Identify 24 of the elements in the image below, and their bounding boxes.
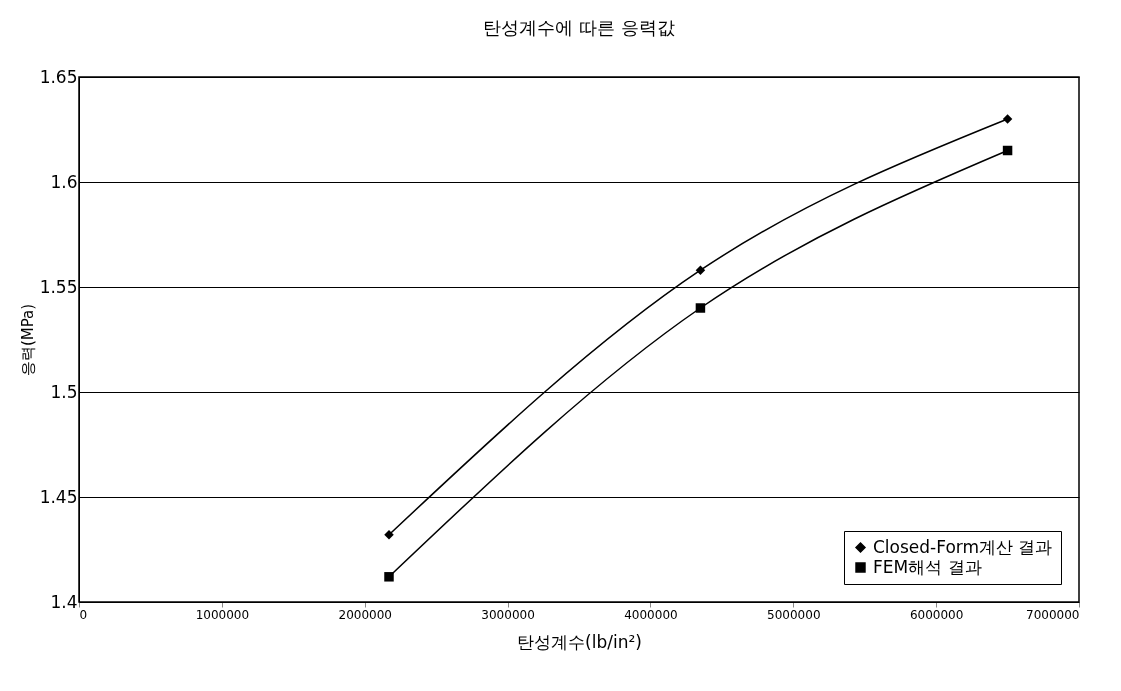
y-tick-label: 1.65 (39, 66, 78, 87)
point (1002, 145, 1013, 156)
x-tick-label: 0 (79, 607, 88, 622)
x-axis-title: 탄성계수(lb/in²) (517, 631, 642, 652)
y-tick-label: 1.5 (50, 381, 78, 402)
point (695, 265, 706, 275)
chart-title: 탄성계수에 따른 응력값 (483, 17, 675, 38)
y-tick-label: 1.4 (50, 591, 78, 612)
y-tick-label: 1.45 (39, 486, 78, 507)
point (695, 303, 706, 313)
x-tick-label: 6000000 (909, 607, 964, 622)
point (1002, 114, 1013, 124)
y-axis-title: 응력(MPa) (18, 303, 37, 377)
x-tick-label: 1000000 (195, 607, 250, 622)
y-tick-label: 1.55 (39, 276, 78, 297)
y-tick-label: 1.6 (50, 171, 78, 192)
x-tick-label: 3000000 (481, 607, 535, 622)
legend-label: Closed-Form계산 결과 (873, 536, 1053, 557)
x-tick-label: 7000000 (1026, 607, 1080, 622)
legend-label: FEM해석 결과 (873, 556, 982, 577)
x-tick-label: 2000000 (338, 607, 392, 622)
x-tick-label: 4000000 (624, 607, 678, 622)
point (384, 572, 394, 582)
x-tick-label: 5000000 (767, 607, 821, 622)
